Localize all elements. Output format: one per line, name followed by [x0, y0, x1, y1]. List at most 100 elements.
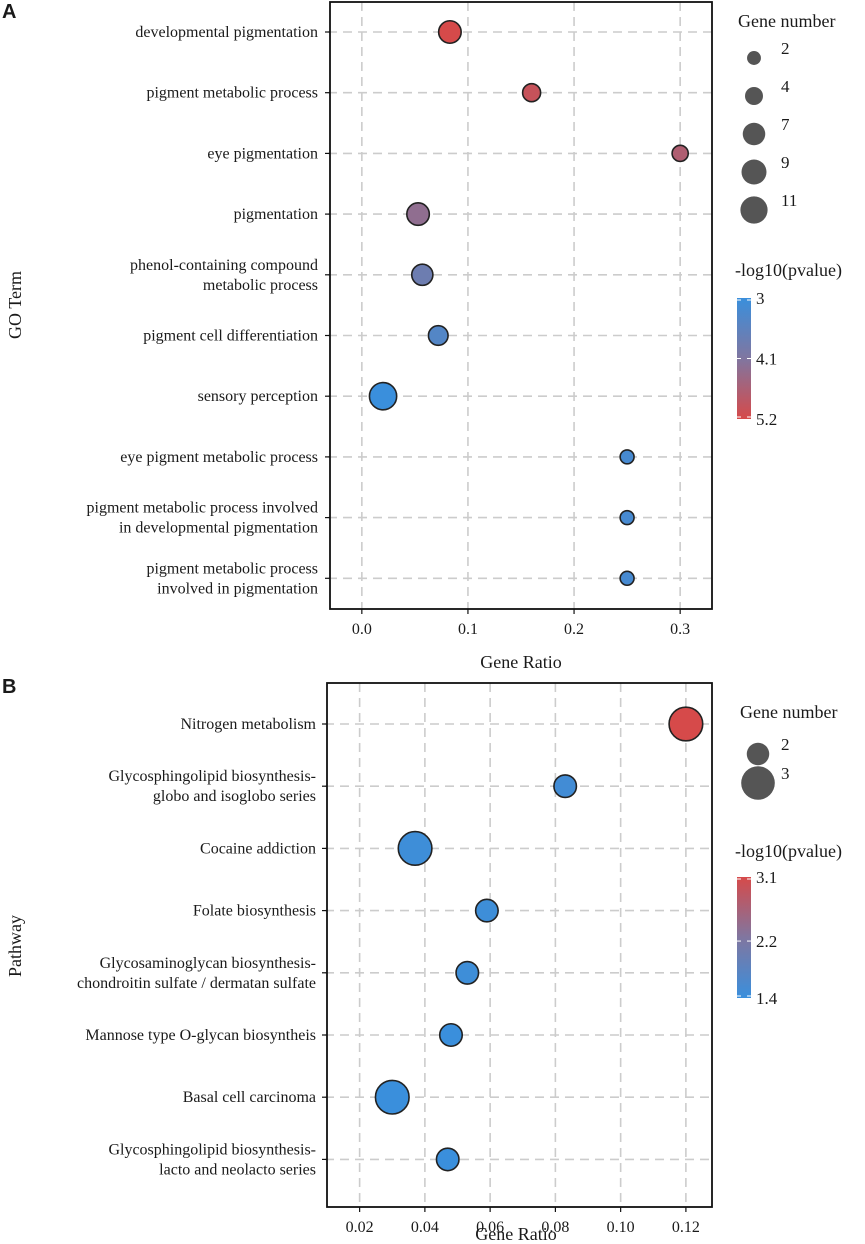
- panel-a-category-labels: developmental pigmentation pigment metabo…: [87, 24, 330, 597]
- category-label: Glycosaminoglycan biosynthesis-chondroit…: [77, 955, 316, 992]
- category-label-line: pigment cell differentiation: [143, 328, 318, 345]
- colorbar-tick-label: 1.4: [756, 989, 778, 1008]
- colorbar-tick-label: 3: [756, 289, 765, 308]
- panel-b-category-labels: Nitrogen metabolism Glycosphingolipid bio…: [77, 716, 327, 1178]
- panel-b-colorbar: [737, 877, 751, 998]
- category-label: pigment metabolic process involved in dev…: [87, 500, 319, 537]
- category-label: sensory perception: [198, 388, 318, 405]
- category-label-line: pigmentation: [234, 206, 318, 223]
- panel-a-size-legend: 2 4 7 9 11: [740, 39, 797, 224]
- category-label: Glycosphingolipid biosynthesis-globo and…: [108, 768, 316, 805]
- panel-a-colorbar-ticks: 3 4.1 5.2: [737, 289, 777, 429]
- category-label: Mannose type O-glycan biosyntheis: [85, 1027, 316, 1044]
- x-tick-label: 0.02: [346, 1219, 374, 1236]
- data-point: [474, 898, 499, 923]
- data-point: [619, 509, 635, 526]
- category-label-line: Glycosaminoglycan biosynthesis-: [100, 955, 316, 972]
- category-label-line: in developmental pigmentation: [119, 520, 318, 537]
- category-label-line: chondroitin sulfate / dermatan sulfate: [77, 975, 316, 992]
- category-label-line: sensory perception: [198, 388, 318, 405]
- size-legend-key: [742, 122, 766, 146]
- category-label: pigment metabolic process: [146, 85, 318, 102]
- category-label-line: lacto and neolacto series: [159, 1161, 316, 1178]
- data-point: [427, 324, 449, 347]
- panel-a-y-axis-title: GO Term: [5, 271, 25, 339]
- category-label-line: globo and isoglobo series: [153, 788, 316, 805]
- size-legend-label: 9: [781, 153, 790, 172]
- category-label: pigment metabolic process involved in pig…: [146, 560, 318, 597]
- data-point: [521, 82, 542, 103]
- size-legend-label: 3: [781, 764, 790, 783]
- panel-b-points: [374, 706, 704, 1172]
- category-label: phenol-containing compound metabolic proc…: [130, 257, 318, 294]
- category-label: Nitrogen metabolism: [180, 716, 316, 733]
- category-label-line: Folate biosynthesis: [193, 903, 316, 920]
- category-label: Basal cell carcinoma: [183, 1089, 316, 1106]
- size-legend-label: 2: [781, 39, 790, 58]
- size-legend-key: [741, 159, 767, 185]
- category-label: Folate biosynthesis: [193, 903, 316, 920]
- category-label-line: Nitrogen metabolism: [180, 716, 316, 733]
- category-label: eye pigment metabolic process: [120, 449, 318, 466]
- x-tick-label: 0.08: [541, 1219, 569, 1236]
- colorbar-tick-label: 5.2: [756, 410, 777, 429]
- x-tick-label: 0.1: [458, 621, 478, 638]
- panel-b-colorbar-ticks: 1.4 2.2 3.1: [737, 868, 778, 1008]
- panel-b-x-ticks: 0.02 0.04 0.06 0.08 0.10 0.12: [346, 1207, 700, 1236]
- data-point: [397, 830, 433, 867]
- panel-a-color-legend-title: -log10(pvalue): [735, 260, 842, 281]
- size-legend-key: [747, 51, 761, 65]
- data-point: [374, 1079, 410, 1115]
- data-point: [406, 202, 431, 227]
- category-label-line: pigment metabolic process: [146, 560, 318, 577]
- x-tick-label: 0.2: [564, 621, 584, 638]
- panel-b-size-legend-title: Gene number: [740, 702, 837, 722]
- panel-b-letter: B: [2, 676, 16, 698]
- category-label-line: Glycosphingolipid biosynthesis-: [108, 1141, 316, 1158]
- colorbar-tick-label: 2.2: [756, 932, 777, 951]
- category-label-line: Basal cell carcinoma: [183, 1089, 316, 1106]
- panel-a-colorbar: [737, 298, 751, 419]
- data-point: [455, 960, 480, 985]
- x-tick-label: 0.3: [670, 621, 690, 638]
- category-label: eye pigmentation: [207, 145, 318, 162]
- x-tick-label: 0.0: [352, 621, 372, 638]
- panel-b-plot-frame: [326, 682, 713, 1208]
- panel-b-grid: [325, 683, 712, 1207]
- panel-a-x-axis-title: Gene Ratio: [480, 652, 561, 672]
- data-point: [553, 774, 578, 799]
- category-label-line: Glycosphingolipid biosynthesis-: [108, 768, 316, 785]
- x-tick-label: 0.06: [476, 1219, 504, 1236]
- category-label: Cocaine addiction: [200, 840, 316, 857]
- category-label: Glycosphingolipid biosynthesis-lacto and…: [108, 1141, 316, 1178]
- size-legend-label: 4: [781, 77, 790, 96]
- category-label: developmental pigmentation: [135, 24, 318, 41]
- size-legend-label: 2: [781, 735, 790, 754]
- panel-b-kegg-dotplot: B Nitrogen metabolism Glycosphingolipid b…: [2, 676, 842, 1244]
- x-tick-label: 0.12: [672, 1219, 700, 1236]
- data-point: [437, 19, 462, 45]
- data-point: [438, 1022, 464, 1048]
- colorbar-tick-label: 4.1: [756, 350, 777, 369]
- category-label-line: Mannose type O-glycan biosyntheis: [85, 1027, 316, 1044]
- data-point: [619, 570, 635, 587]
- category-label-line: eye pigmentation: [207, 145, 318, 162]
- panel-b-legend: Gene number 23 -log10(pvalue) 1.42.23.1: [735, 702, 842, 1008]
- category-label-line: Cocaine addiction: [200, 840, 316, 857]
- size-legend-label: 7: [781, 115, 790, 134]
- x-tick-label: 0.10: [607, 1219, 635, 1236]
- panel-a-go-dotplot: A developmental pigmentation pigment meta…: [2, 1, 842, 672]
- data-point: [668, 706, 704, 742]
- panel-a-size-legend-title: Gene number: [738, 11, 835, 31]
- category-label-line: eye pigment metabolic process: [120, 449, 318, 466]
- panel-b-color-legend-title: -log10(pvalue): [735, 841, 842, 862]
- size-legend-key: [745, 87, 763, 105]
- data-point: [435, 1147, 460, 1172]
- size-legend-label: 11: [781, 191, 797, 210]
- category-label-line: developmental pigmentation: [135, 24, 318, 41]
- data-point: [619, 449, 635, 465]
- category-label-line: phenol-containing compound: [130, 257, 318, 274]
- panel-a-plot-frame: [329, 1, 713, 610]
- size-legend-key: [740, 196, 768, 224]
